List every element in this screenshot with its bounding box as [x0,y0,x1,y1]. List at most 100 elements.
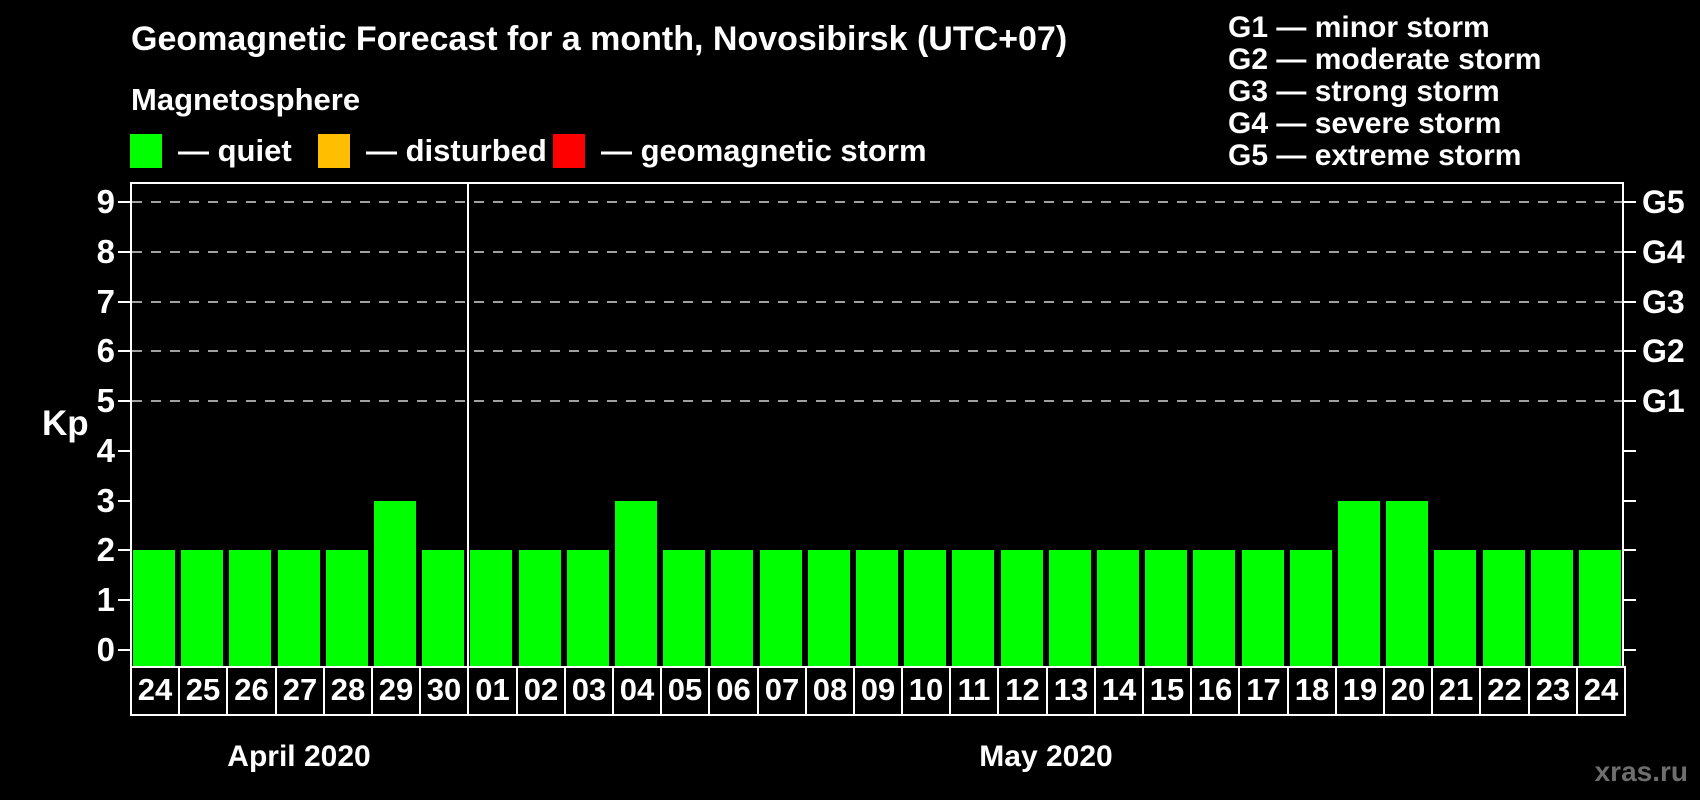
storm-color-swatch [553,134,585,168]
date-cell: 08 [805,666,855,716]
gridline-kp9 [132,200,1622,203]
legend-item-quiet: — quiet [130,133,292,169]
y-tick-label: 7 [96,282,115,320]
storm-label: — geomagnetic storm [601,133,927,168]
date-cell: 19 [1335,666,1385,716]
date-cell: 26 [226,666,277,716]
bar-day-14 [1097,550,1139,666]
bar-day-09 [856,550,898,666]
date-cell: 24 [1576,666,1626,716]
date-cell: 11 [949,666,999,716]
bar-day-29 [374,501,416,666]
bar-day-01 [470,550,512,666]
date-cell: 03 [564,666,614,716]
date-cell: 20 [1383,666,1433,716]
date-cell: 16 [1190,666,1240,716]
date-cell: 25 [178,666,228,716]
y-tick-label: 8 [96,232,115,270]
bar-day-27 [278,550,320,666]
right-axis-label-g2: G2 [1642,333,1685,370]
bar-day-04 [615,501,657,666]
storm-scale-line-g2: G2 — moderate storm [1228,43,1542,76]
bar-day-03 [567,550,609,666]
y-tick-right [1624,449,1636,452]
y-tick-right [1624,400,1636,403]
date-cell: 13 [1046,666,1096,716]
storm-scale-line-g4: G4 — severe storm [1228,107,1502,140]
storm-scale-line-g3: G3 — strong storm [1228,75,1500,108]
bar-day-02 [519,550,561,666]
bar-day-30 [422,550,464,666]
bar-day-10 [904,550,946,666]
date-cell: 18 [1287,666,1337,716]
date-cell: 27 [275,666,325,716]
storm-scale-legend: G1 — minor storm G2 — moderate storm G3 … [1228,12,1541,172]
date-cell: 14 [1094,666,1144,716]
watermark: xras.ru [1594,756,1688,787]
gridline-kp8 [132,250,1622,253]
y-tick-left [118,499,130,502]
y-tick-left [118,400,130,403]
legend-item-disturbed: — disturbed [318,133,547,169]
date-cell: 28 [323,666,373,716]
right-axis-label-g4: G4 [1642,233,1685,270]
gridline-kp5 [132,400,1622,403]
month-label: April 2020 [227,740,371,773]
date-cell: 15 [1142,666,1192,716]
bar-day-11 [952,550,994,666]
month-separator [467,184,469,666]
bar-day-08 [808,550,850,666]
y-tick-left [118,250,130,253]
y-tick-label: 1 [96,581,115,619]
bar-day-22 [1483,550,1525,666]
storm-scale-line-g5: G5 — extreme storm [1228,139,1522,172]
y-tick-left [118,649,130,651]
y-tick-right [1624,300,1636,303]
y-tick-label: 9 [96,182,115,220]
bar-day-20 [1386,501,1428,666]
bar-day-23 [1531,550,1573,666]
bar-day-19 [1338,501,1380,666]
chart-title: Geomagnetic Forecast for a month, Novosi… [131,20,1068,58]
right-axis-label-g5: G5 [1642,183,1685,220]
y-tick-label: 3 [96,481,115,519]
disturbed-label: — disturbed [366,133,547,168]
y-tick-right [1624,649,1636,651]
bar-day-18 [1290,550,1332,666]
y-tick-left [118,200,130,203]
date-cell: 04 [612,666,662,716]
y-tick-left [118,300,130,303]
date-cell: 06 [708,666,759,716]
bar-day-21 [1434,550,1476,666]
gridline-kp6 [132,350,1622,353]
date-cell: 09 [853,666,903,716]
bar-day-24 [1579,550,1621,666]
date-cell: 23 [1528,666,1578,716]
y-tick-right [1624,200,1636,203]
y-tick-label: 6 [96,332,115,370]
y-tick-right [1624,350,1636,353]
date-cell: 10 [901,666,951,716]
bar-day-24 [133,550,175,666]
bar-day-28 [326,550,368,666]
bar-day-06 [711,550,753,666]
y-tick-label: 0 [96,631,115,668]
y-tick-right [1624,250,1636,253]
date-cell: 24 [130,666,180,716]
y-tick-label: 4 [96,431,115,469]
date-cell: 22 [1479,666,1530,716]
magnetosphere-heading: Magnetosphere [131,82,361,117]
y-tick-label: 5 [96,382,115,420]
date-cell: 05 [660,666,710,716]
bar-day-15 [1145,550,1187,666]
y-tick-label: 2 [96,531,115,569]
disturbed-color-swatch [318,134,350,168]
y-tick-left [118,599,130,602]
date-cell: 01 [467,666,518,716]
date-cell: 30 [419,666,469,716]
bar-day-25 [181,550,223,666]
quiet-label: — quiet [178,133,292,168]
y-axis-title: Kp [42,404,89,443]
y-tick-right [1624,499,1636,502]
